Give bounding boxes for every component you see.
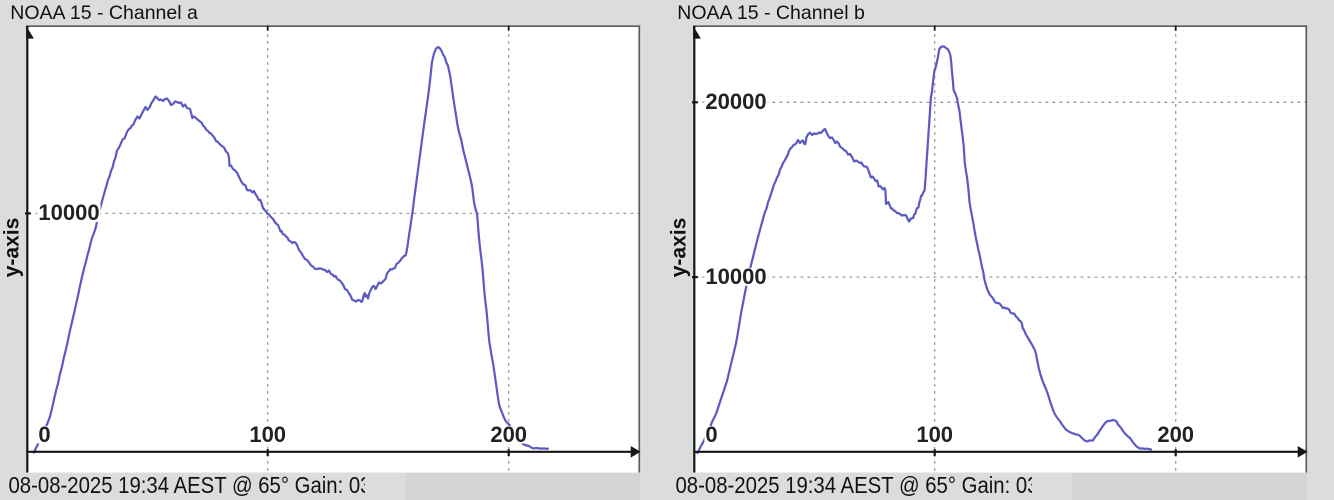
svg-text:08-08-2025 19:34 AEST @ 65° Ga: 08-08-2025 19:34 AEST @ 65° Gain: 03	[9, 472, 372, 498]
svg-text:y-axis: y-axis	[0, 218, 23, 278]
svg-text:NOAA 15 - Channel a: NOAA 15 - Channel a	[10, 2, 198, 24]
svg-text:0: 0	[705, 422, 717, 447]
svg-text:0: 0	[38, 422, 50, 447]
svg-text:10000: 10000	[38, 200, 99, 225]
svg-text:10000: 10000	[705, 264, 766, 289]
svg-text:y-axis: y-axis	[667, 218, 690, 278]
svg-text:NOAA 15 - Channel b: NOAA 15 - Channel b	[677, 2, 865, 24]
svg-text:20000: 20000	[705, 89, 766, 114]
svg-text:100: 100	[916, 422, 953, 447]
svg-text:200: 200	[490, 422, 527, 447]
svg-text:08-08-2025 19:34 AEST @ 65° Ga: 08-08-2025 19:34 AEST @ 65° Gain: 03	[676, 472, 1039, 498]
svg-text:100: 100	[249, 422, 286, 447]
svg-text:200: 200	[1157, 422, 1194, 447]
